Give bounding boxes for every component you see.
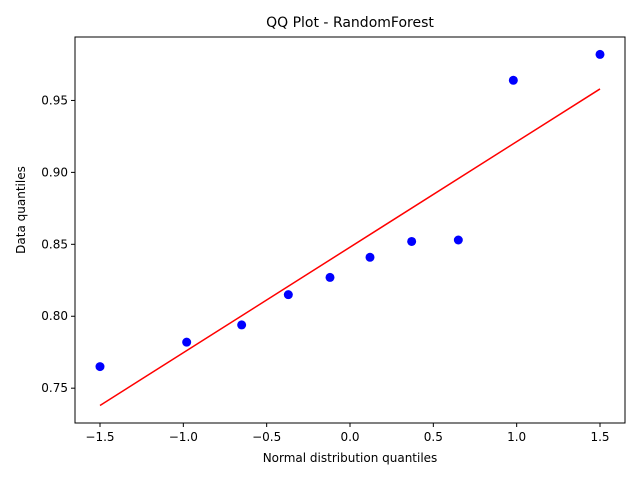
x-tick-label: 1.0: [507, 430, 526, 444]
y-tick-label: 0.80: [41, 309, 68, 323]
data-point: [508, 75, 518, 85]
x-axis-label: Normal distribution quantiles: [263, 451, 438, 465]
x-tick-label: −0.5: [252, 430, 281, 444]
x-tick-label: 0.5: [424, 430, 443, 444]
y-axis-label: Data quantiles: [14, 166, 28, 254]
data-point: [453, 235, 463, 245]
data-point: [182, 337, 192, 347]
y-tick-label: 0.90: [41, 165, 68, 179]
x-tick-label: −1.0: [169, 430, 198, 444]
data-point: [237, 320, 247, 330]
x-tick-label: 0.0: [340, 430, 359, 444]
x-axis: −1.5 −1.0 −0.5 0.0 0.5 1.0 1.5: [85, 423, 610, 444]
y-axis: 0.75 0.80 0.85 0.90 0.95: [41, 93, 75, 395]
y-tick-label: 0.95: [41, 93, 68, 107]
chart-title: QQ Plot - RandomForest: [266, 15, 434, 31]
data-point: [407, 236, 417, 246]
reference-line: [99, 88, 601, 407]
data-point: [595, 49, 605, 59]
y-tick-label: 0.85: [41, 237, 68, 251]
x-tick-label: −1.5: [85, 430, 114, 444]
data-point: [325, 272, 335, 282]
data-point: [365, 252, 375, 262]
x-tick-label: 1.5: [590, 430, 609, 444]
y-tick-label: 0.75: [41, 381, 68, 395]
plot-area: [95, 49, 605, 407]
data-point: [283, 290, 293, 300]
data-point: [95, 362, 105, 372]
plot-frame: [74, 36, 626, 424]
